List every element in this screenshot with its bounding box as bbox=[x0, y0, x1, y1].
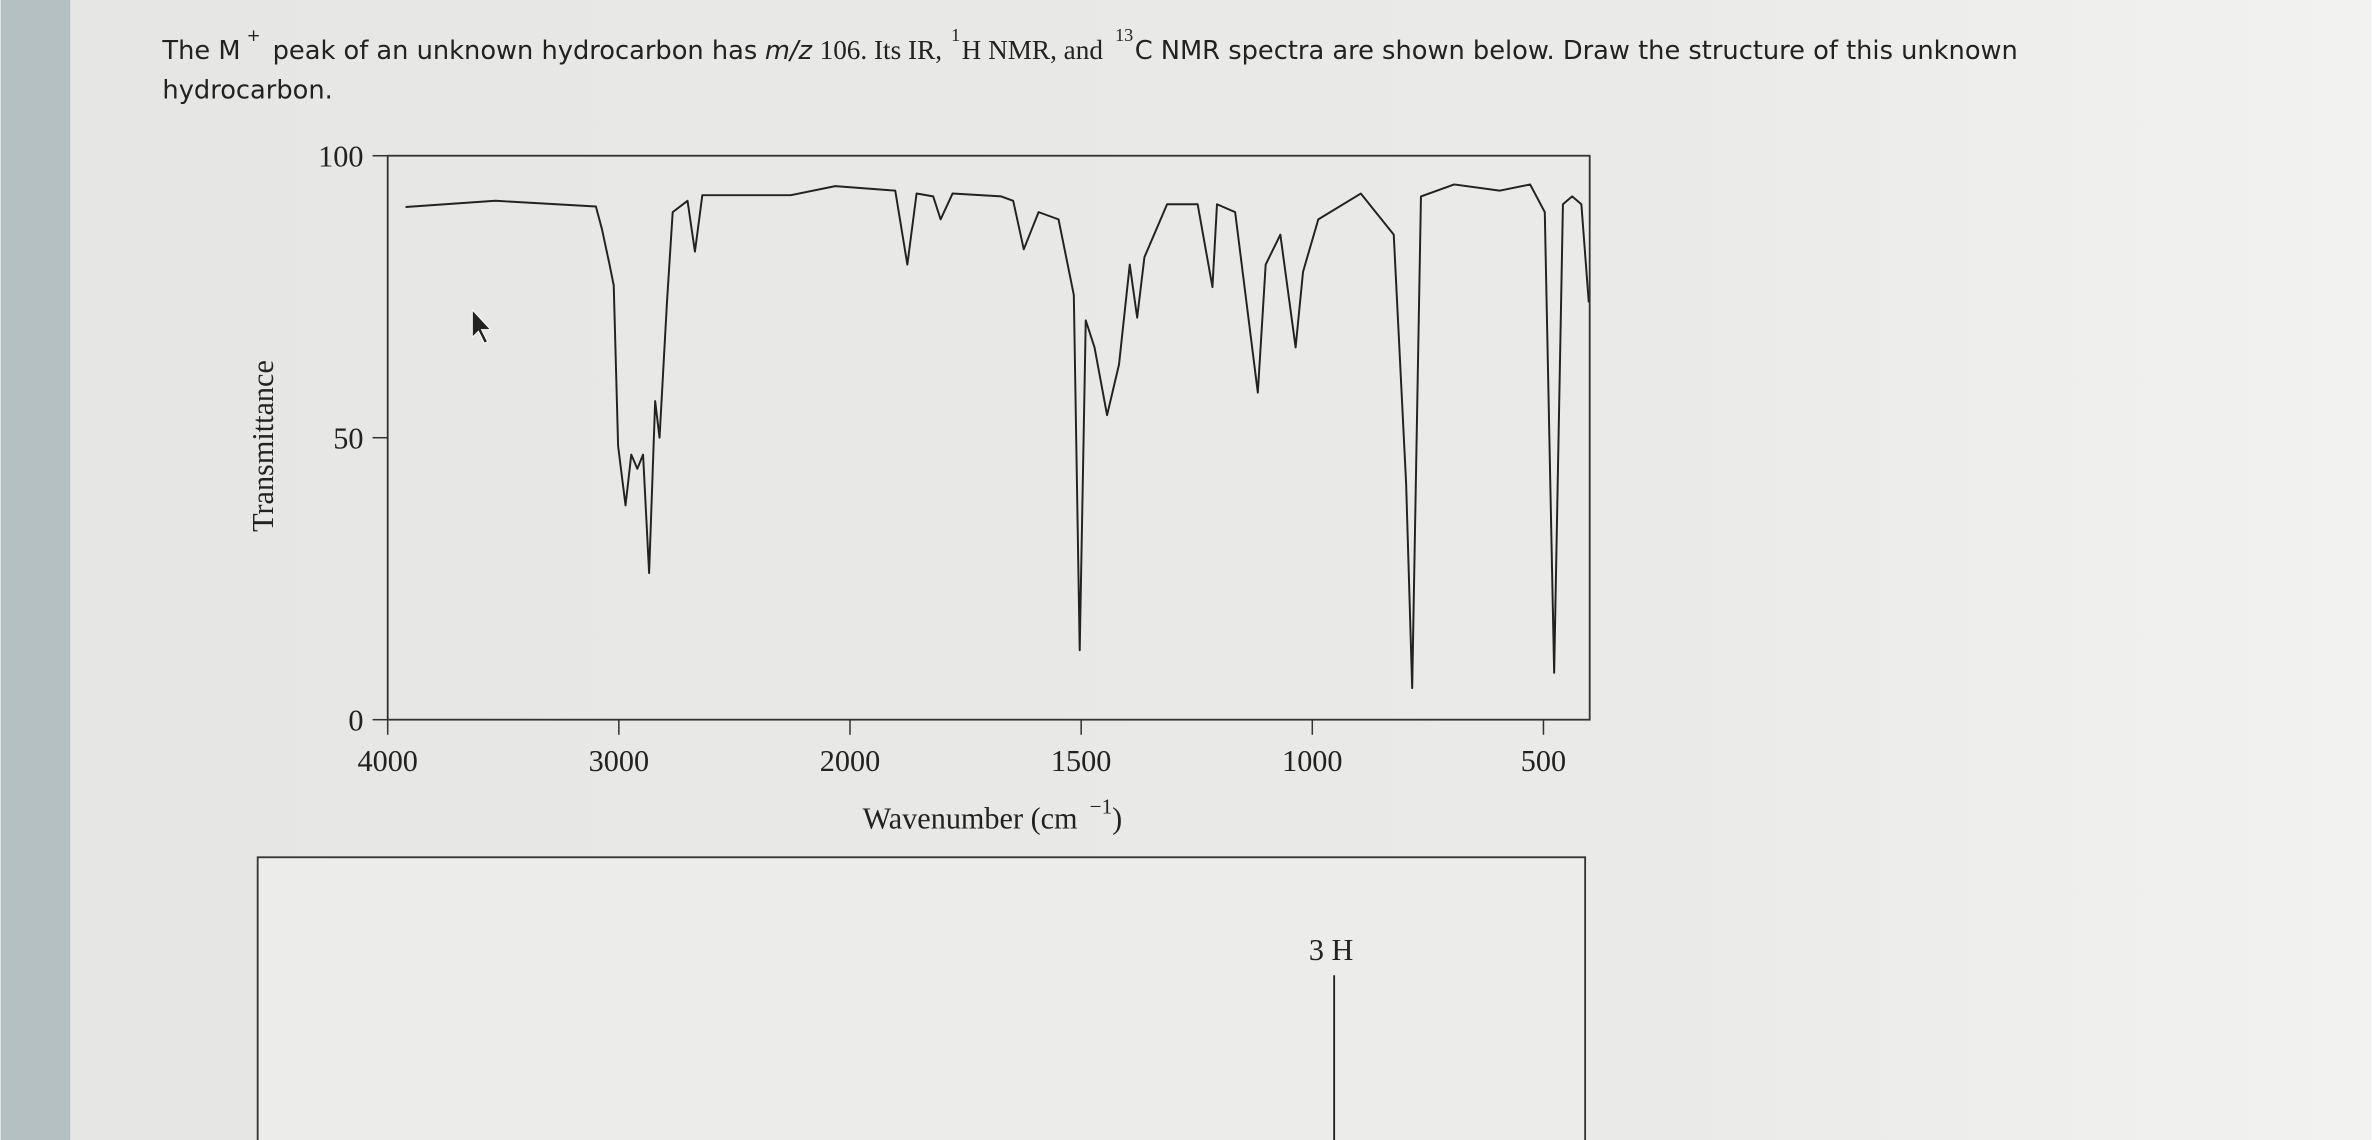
x-axis-label-sup: −1 bbox=[1090, 794, 1113, 818]
spectrum-line bbox=[405, 183, 1590, 690]
x-tick-label: 1000 bbox=[1282, 744, 1342, 778]
y-axis-label: Transmittance bbox=[246, 360, 280, 532]
x-tick-label: 1500 bbox=[1051, 744, 1111, 778]
y-tick-label: 50 bbox=[333, 421, 363, 455]
x-tick-label: 2000 bbox=[820, 744, 880, 778]
q-sup: 13 bbox=[1115, 25, 1133, 45]
q-text: 106. Its IR, bbox=[820, 35, 942, 65]
y-tick-label: 0 bbox=[348, 703, 363, 737]
left-strip bbox=[0, 0, 71, 1140]
x-tick-label: 500 bbox=[1521, 744, 1566, 778]
ir-chart: 0 50 100 4000 3000 2000 1500 1000 500 Transmittan… bbox=[246, 139, 1591, 836]
cursor bbox=[471, 308, 492, 344]
q-text: C NMR spectra are shown below. Draw the … bbox=[1135, 36, 2018, 66]
x-tick-label: 3000 bbox=[589, 744, 649, 778]
q-text: The M bbox=[161, 36, 240, 66]
x-axis-label-text: Wavenumber (cm bbox=[863, 802, 1078, 836]
x-axis-label-close: ) bbox=[1112, 802, 1122, 836]
q-text: peak of an unknown hydrocarbon has bbox=[273, 36, 758, 66]
nmr-peak-label: 3 H bbox=[1309, 933, 1354, 967]
q-sup: + bbox=[247, 26, 261, 45]
nmr-panel bbox=[256, 856, 1587, 1140]
x-tick-label: 4000 bbox=[357, 744, 417, 778]
q-text: H NMR, and bbox=[962, 35, 1104, 65]
question-line-1: The M + peak of an unknown hydrocarbon has… bbox=[161, 25, 2017, 66]
question-line-2: hydrocarbon. bbox=[162, 75, 332, 105]
q-text: m/z bbox=[765, 36, 813, 66]
x-axis-label: Wavenumber (cm −1) bbox=[863, 794, 1123, 835]
q-sup: 1 bbox=[951, 25, 960, 45]
y-tick-label: 100 bbox=[318, 139, 363, 173]
